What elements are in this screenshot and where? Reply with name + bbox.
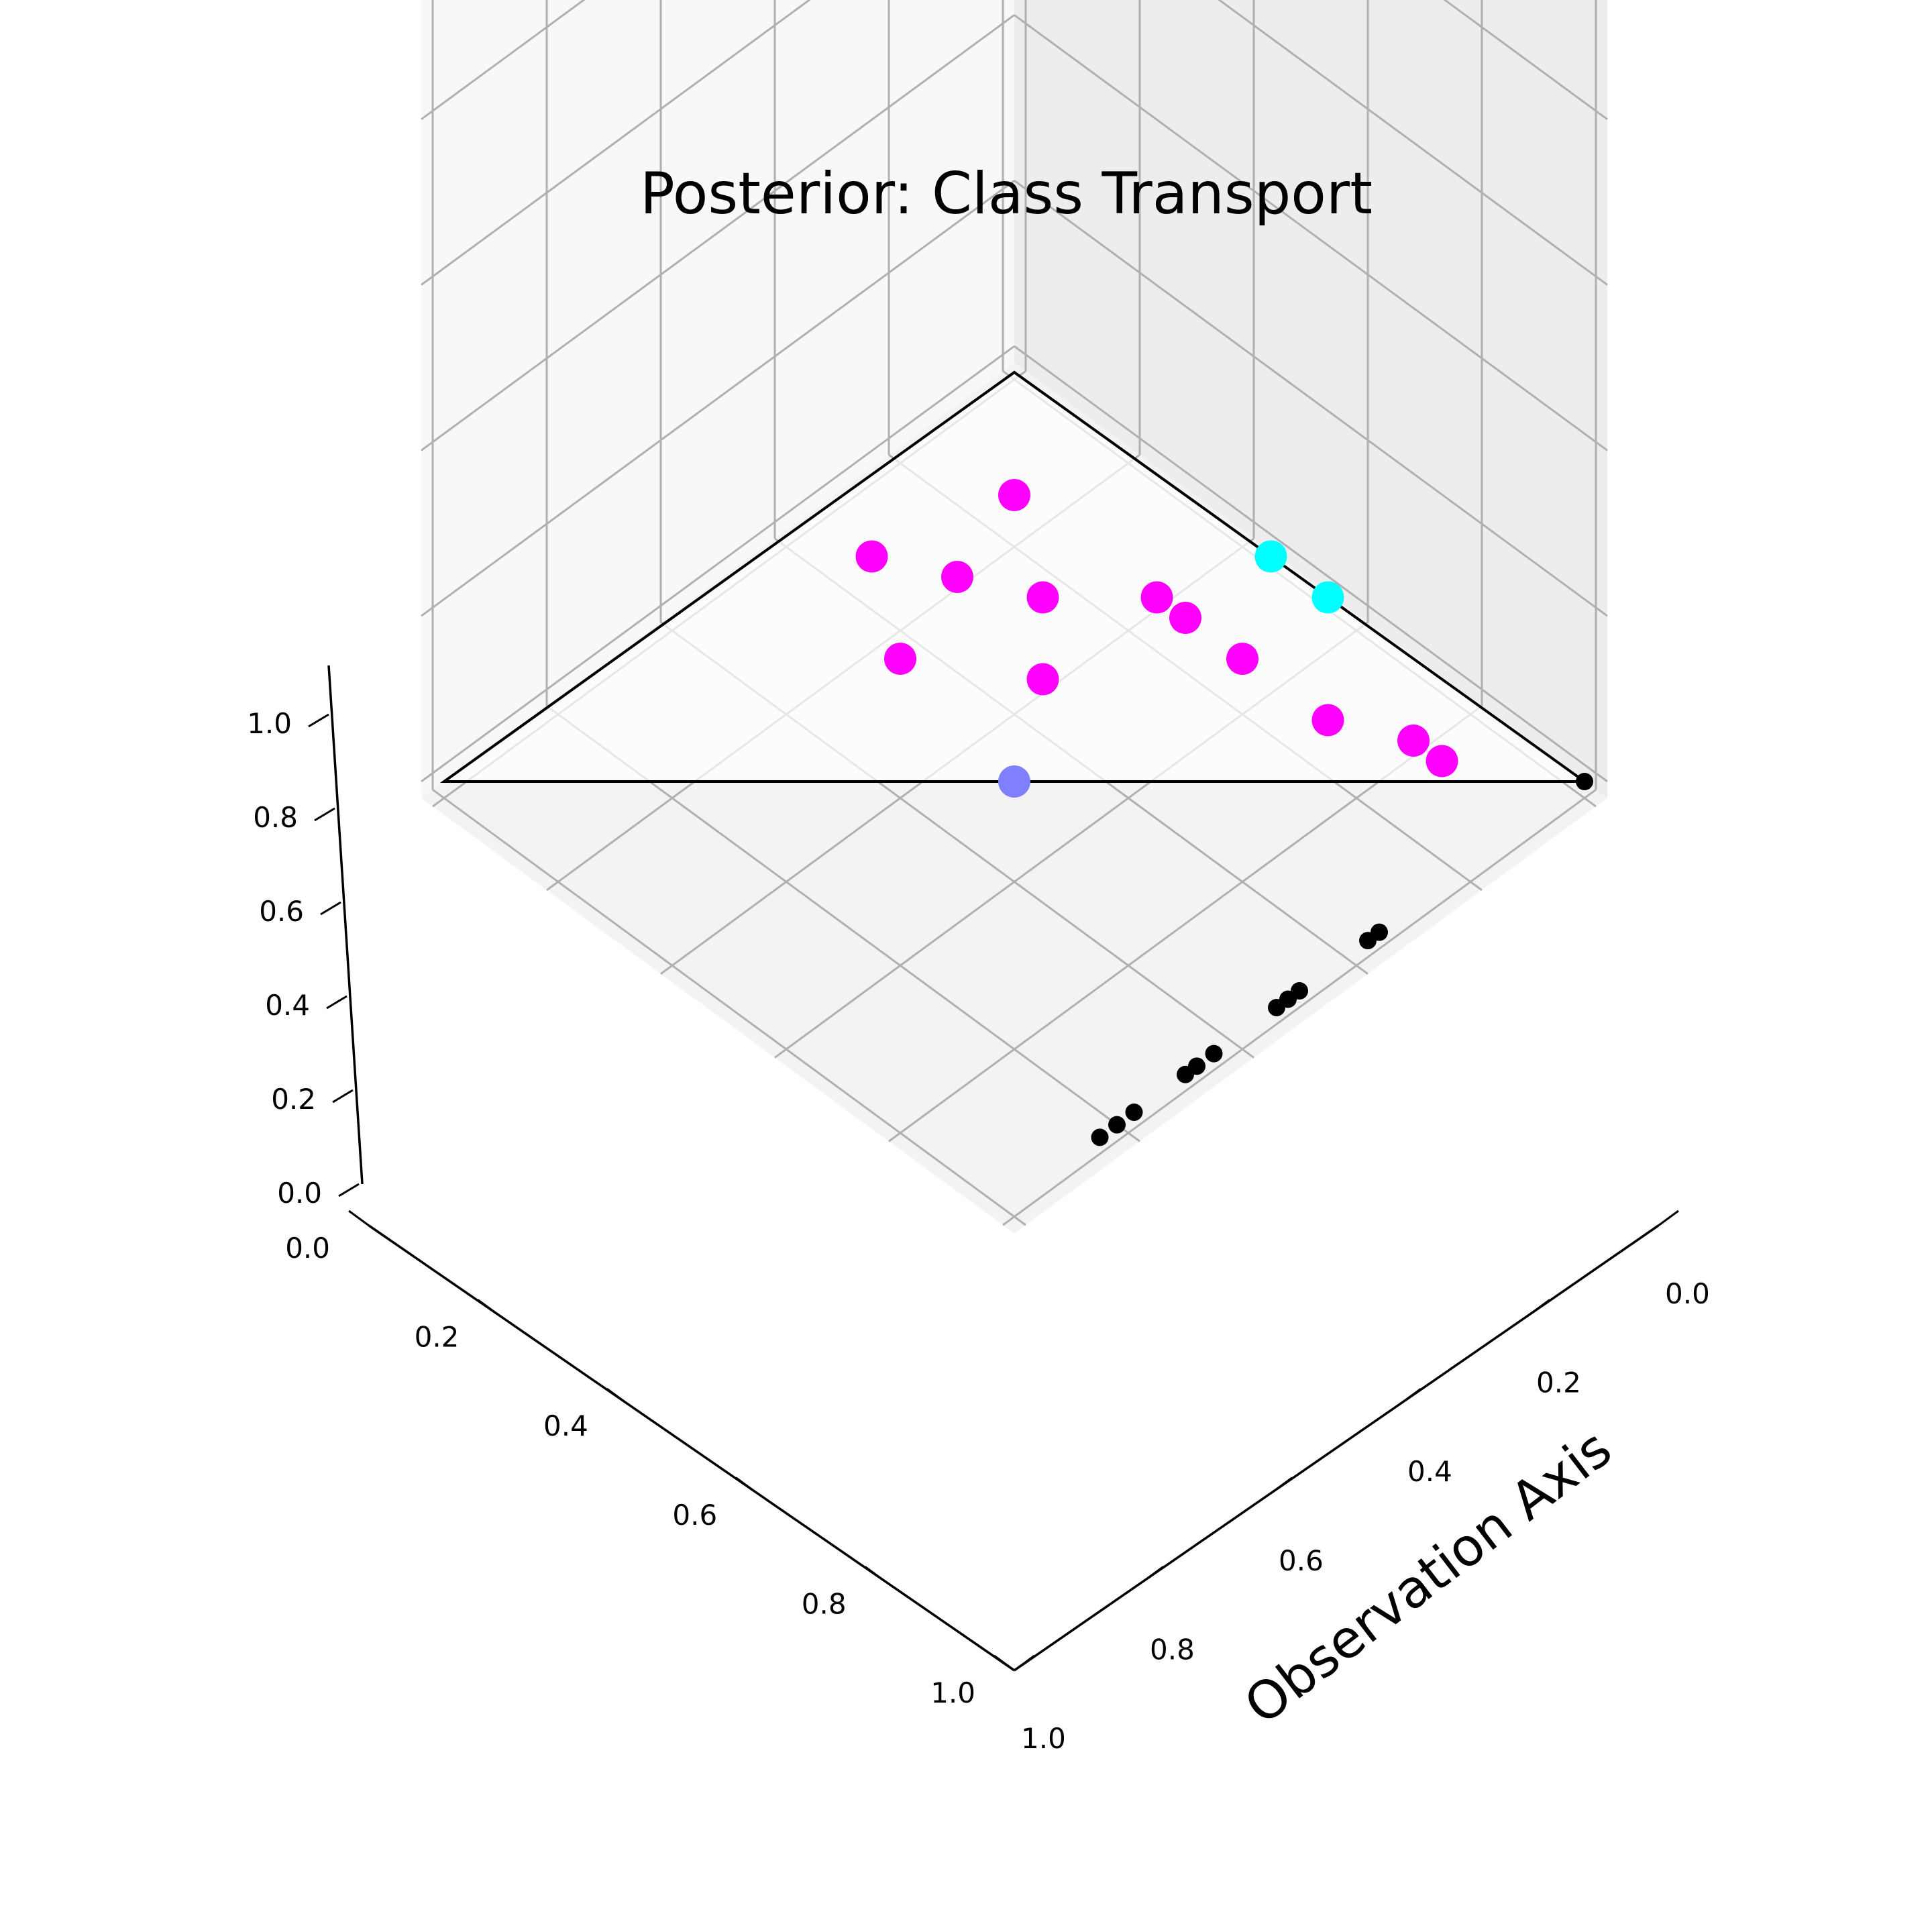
z-tick-mark: [320, 901, 341, 916]
data-point: [1311, 704, 1344, 737]
x-tick-mark: [348, 1210, 370, 1227]
data-point: [855, 540, 888, 573]
y-tick-mark: [1271, 1477, 1293, 1494]
x-tick-mark: [477, 1299, 499, 1316]
data-points: [855, 479, 1593, 1146]
x-tick-mark: [994, 1654, 1015, 1672]
z-tick-label: 0.8: [253, 801, 298, 834]
y-tick-label: 0.8: [1150, 1633, 1195, 1666]
data-point: [1026, 581, 1059, 614]
z-tick-mark: [314, 807, 335, 822]
data-point: [1254, 540, 1287, 573]
floor-grid-line: [432, 788, 1026, 1226]
data-point: [1188, 1057, 1205, 1075]
data-point: [1311, 581, 1344, 614]
z-axis-line: [327, 665, 364, 1185]
data-point: [1169, 602, 1201, 634]
x-tick-mark: [864, 1566, 886, 1582]
wall-grid-line: [1443, 0, 1608, 121]
z-tick-mark: [332, 1089, 354, 1104]
y-axis-line: [1014, 1224, 1659, 1672]
z-tick-mark: [338, 1183, 360, 1197]
chart-title: Posterior: Class Transport: [640, 160, 1373, 227]
z-tick-label: 1.0: [247, 707, 292, 740]
x-tick-label: 0.8: [802, 1587, 847, 1620]
wall-grid-line: [421, 0, 811, 286]
y-tick-mark: [1400, 1387, 1421, 1405]
tick-labels: 0.0 0.0 0.0 0.2 0.2 0.2 0.4 0.4 0.4 0.6 0.6 0.6 0.8 0…: [247, 707, 1710, 1755]
x-tick-mark: [606, 1387, 628, 1405]
y-tick-mark: [1014, 1654, 1035, 1672]
y-tick-label: 0.0: [1665, 1277, 1710, 1310]
y-tick-label: 0.4: [1407, 1455, 1452, 1488]
y-tick-label: 1.0: [1021, 1722, 1066, 1755]
y-tick-mark: [1529, 1299, 1550, 1316]
floor-pane: [421, 362, 1607, 1234]
x-tick-label: 0.2: [415, 1321, 460, 1354]
data-point: [1576, 773, 1593, 790]
data-point: [1205, 1044, 1223, 1063]
wall-grid-line: [421, 0, 586, 121]
x-tick-mark: [735, 1477, 757, 1494]
data-point: [1426, 745, 1458, 777]
x-tick-label: 0.0: [285, 1232, 330, 1265]
data-point: [1140, 581, 1173, 614]
wall-grid-line: [1218, 0, 1608, 286]
z-tick-mark: [326, 995, 347, 1010]
data-point: [998, 765, 1030, 798]
y-tick-mark: [1658, 1210, 1679, 1227]
z-tick-label: 0.4: [265, 989, 310, 1022]
data-point: [1108, 1116, 1126, 1134]
z-tick-label: 0.6: [259, 895, 304, 928]
z-tick-label: 0.0: [277, 1177, 322, 1210]
data-point: [1125, 1103, 1143, 1121]
data-point: [884, 643, 916, 675]
wall-grid-line: [1014, 345, 1608, 783]
z-tick-label: 0.2: [271, 1083, 316, 1116]
wall-grid-line: [1014, 180, 1608, 617]
floor-grid-line: [1002, 788, 1597, 1226]
y-tick-mark: [1142, 1566, 1164, 1582]
axis-lines: [308, 665, 1679, 1672]
x-tick-label: 0.6: [672, 1499, 717, 1532]
y-tick-label: 0.2: [1536, 1366, 1581, 1399]
data-point: [1226, 643, 1258, 675]
wall-grid-line: [421, 180, 1015, 617]
wall-grid-line: [421, 14, 1015, 451]
wall-grid-line: [421, 345, 1015, 783]
data-point: [1026, 663, 1059, 696]
data-point: [1291, 982, 1308, 1000]
data-point: [1371, 923, 1388, 941]
data-point: [1397, 724, 1430, 757]
y-tick-label: 0.6: [1279, 1544, 1324, 1577]
x-axis-line: [368, 1224, 1015, 1672]
data-point: [998, 479, 1030, 511]
z-tick-mark: [308, 713, 329, 728]
wall-grid-line: [1014, 14, 1608, 451]
x-tick-label: 1.0: [930, 1676, 975, 1709]
data-point: [941, 561, 973, 593]
x-tick-label: 0.4: [543, 1409, 588, 1442]
data-point: [1091, 1128, 1109, 1146]
